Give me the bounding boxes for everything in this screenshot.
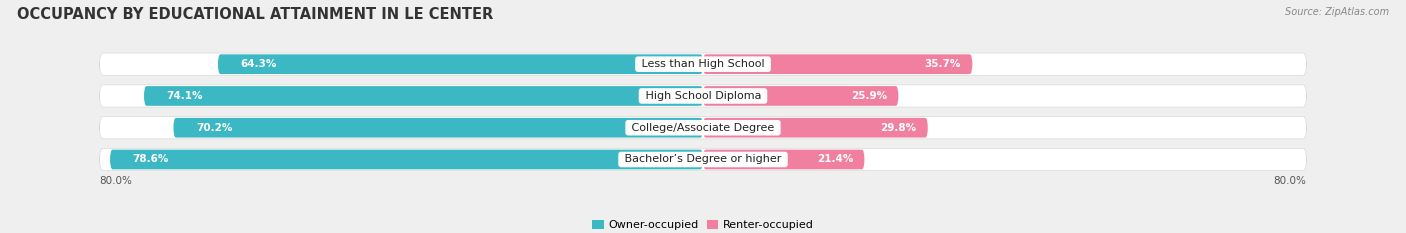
FancyBboxPatch shape xyxy=(703,54,973,74)
Text: 64.3%: 64.3% xyxy=(240,59,277,69)
FancyBboxPatch shape xyxy=(100,116,1306,139)
FancyBboxPatch shape xyxy=(703,118,928,137)
Text: 74.1%: 74.1% xyxy=(166,91,202,101)
Text: OCCUPANCY BY EDUCATIONAL ATTAINMENT IN LE CENTER: OCCUPANCY BY EDUCATIONAL ATTAINMENT IN L… xyxy=(17,7,494,22)
Text: 70.2%: 70.2% xyxy=(195,123,232,133)
FancyBboxPatch shape xyxy=(703,86,898,106)
Text: High School Diploma: High School Diploma xyxy=(641,91,765,101)
Text: 35.7%: 35.7% xyxy=(925,59,962,69)
Text: 80.0%: 80.0% xyxy=(1274,176,1306,186)
Legend: Owner-occupied, Renter-occupied: Owner-occupied, Renter-occupied xyxy=(588,216,818,233)
Text: 80.0%: 80.0% xyxy=(100,176,132,186)
Text: Source: ZipAtlas.com: Source: ZipAtlas.com xyxy=(1285,7,1389,17)
FancyBboxPatch shape xyxy=(703,150,865,169)
Text: Less than High School: Less than High School xyxy=(638,59,768,69)
FancyBboxPatch shape xyxy=(218,54,703,74)
FancyBboxPatch shape xyxy=(100,148,1306,171)
FancyBboxPatch shape xyxy=(100,85,1306,107)
FancyBboxPatch shape xyxy=(110,150,703,169)
Text: 25.9%: 25.9% xyxy=(851,91,887,101)
Text: 78.6%: 78.6% xyxy=(132,154,169,164)
Text: 21.4%: 21.4% xyxy=(817,154,853,164)
Text: 29.8%: 29.8% xyxy=(880,123,917,133)
Text: Bachelor’s Degree or higher: Bachelor’s Degree or higher xyxy=(621,154,785,164)
FancyBboxPatch shape xyxy=(143,86,703,106)
Text: College/Associate Degree: College/Associate Degree xyxy=(628,123,778,133)
FancyBboxPatch shape xyxy=(100,53,1306,75)
FancyBboxPatch shape xyxy=(173,118,703,137)
